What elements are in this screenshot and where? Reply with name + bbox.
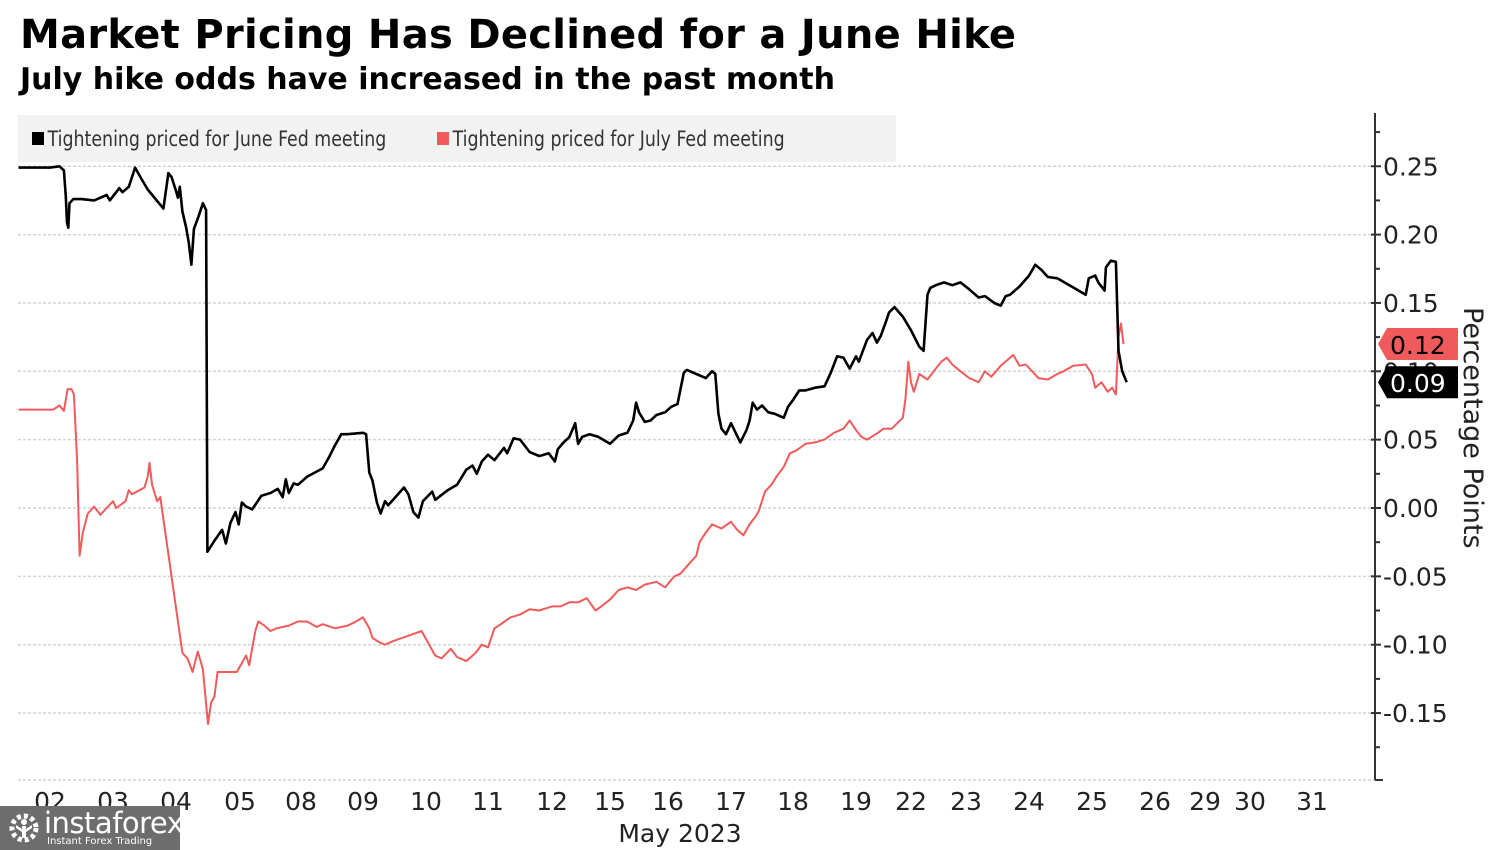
x-tick-label: 15 xyxy=(594,787,626,816)
x-tick-label: 11 xyxy=(472,787,504,816)
series-line-july xyxy=(18,322,1125,725)
x-tick-label: 08 xyxy=(285,787,317,816)
x-tick-label: 05 xyxy=(224,787,256,816)
x-tick-label: 12 xyxy=(536,787,568,816)
gridlines xyxy=(18,165,1375,781)
y-axis: 0.250.200.150.100.050.00-0.05-0.10-0.15 xyxy=(1371,113,1448,781)
end-label-box xyxy=(1378,327,1458,360)
y-axis-label: Percentage Points xyxy=(1457,307,1488,549)
legend-item-july: Tightening priced for July Fed meeting xyxy=(437,127,785,151)
instaforex-logo: instaforex Instant Forex Trading xyxy=(0,806,184,850)
x-tick-label: 24 xyxy=(1013,787,1045,816)
legend-item-june: Tightening priced for June Fed meeting xyxy=(32,127,386,151)
x-tick-label: 26 xyxy=(1139,787,1171,816)
gear-icon xyxy=(9,813,39,843)
series-line-june xyxy=(18,165,1128,553)
chart-subtitle: July hike odds have increased in the pas… xyxy=(20,62,835,97)
y-tick-label: -0.15 xyxy=(1383,699,1448,728)
y-tick-label: 0.25 xyxy=(1383,152,1439,181)
y-tick-label: -0.10 xyxy=(1383,631,1448,660)
x-tick-label: 22 xyxy=(895,787,927,816)
legend: Tightening priced for June Fed meeting T… xyxy=(18,115,896,162)
x-tick-label: 19 xyxy=(840,787,872,816)
series-lines xyxy=(18,165,1128,725)
y-tick-label: 0.15 xyxy=(1383,289,1439,318)
y-tick-label: 0.20 xyxy=(1383,221,1439,250)
end-value-labels: 0.12 0.09 xyxy=(1378,327,1458,399)
logo-tagline: Instant Forex Trading xyxy=(47,836,153,847)
x-tick-label: 16 xyxy=(652,787,684,816)
x-tick-label: 31 xyxy=(1296,787,1328,816)
end-label-value: 0.12 xyxy=(1390,331,1446,360)
x-axis-label: May 2023 xyxy=(618,819,741,848)
logo-name: instaforex xyxy=(44,806,184,840)
x-axis: 02 03 04 05 08 09 10 11 12 15 16 17 18 19 22 23 24 25 26 29… xyxy=(34,787,1328,816)
legend-swatch-july xyxy=(437,132,450,145)
legend-label-june: Tightening priced for June Fed meeting xyxy=(47,126,387,151)
x-tick-label: 10 xyxy=(410,787,442,816)
x-tick-label: 23 xyxy=(950,787,982,816)
y-tick-label: 0.05 xyxy=(1383,426,1439,455)
legend-label-july: Tightening priced for July Fed meeting xyxy=(452,126,785,151)
end-label-value: 0.09 xyxy=(1390,369,1446,398)
y-tick-label: 0.00 xyxy=(1383,494,1439,523)
x-tick-label: 29 xyxy=(1189,787,1221,816)
x-tick-label: 30 xyxy=(1234,787,1266,816)
x-tick-label: 25 xyxy=(1076,787,1108,816)
legend-swatch-june xyxy=(32,132,44,145)
x-tick-label: 18 xyxy=(777,787,809,816)
end-label-box xyxy=(1378,366,1458,399)
y-tick-label: -0.05 xyxy=(1383,562,1448,591)
chart-title: Market Pricing Has Declined for a June H… xyxy=(20,12,1017,58)
x-tick-label: 17 xyxy=(715,787,747,816)
x-tick-label: 09 xyxy=(347,787,379,816)
